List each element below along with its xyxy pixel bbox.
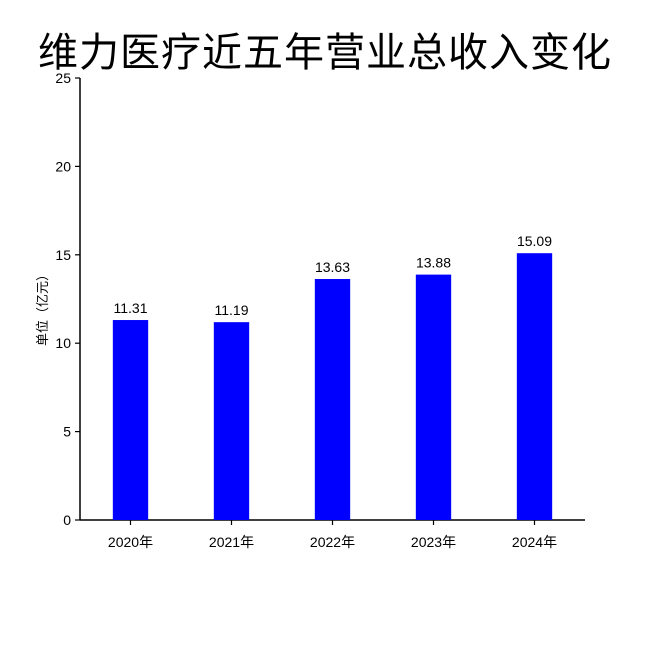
x-tick-label: 2021年 [209,534,254,550]
bar-value-label: 11.31 [114,300,148,316]
bar [314,279,351,520]
y-tick-label: 15 [55,247,71,263]
x-tick-label: 2024年 [512,534,557,550]
bar-value-label: 13.63 [315,259,350,275]
x-tick-label: 2020年 [108,534,153,550]
y-tick-label: 5 [63,424,71,440]
bar [516,253,553,520]
y-tick-label: 25 [55,70,71,86]
bar-value-label: 11.19 [215,302,249,318]
x-tick-label: 2022年 [310,534,355,550]
x-tick-label: 2023年 [411,534,456,550]
bar [213,322,250,520]
y-tick-label: 20 [55,158,71,174]
bar [112,320,149,520]
bar-value-label: 15.09 [517,233,552,249]
y-axis-label: 单位（亿元） [36,268,51,346]
bar [415,274,452,520]
y-tick-label: 0 [63,512,71,528]
y-tick-label: 10 [55,335,71,351]
chart-title: 维力医疗近五年营业总收入变化 [38,30,612,76]
bar-value-label: 13.88 [416,255,451,271]
